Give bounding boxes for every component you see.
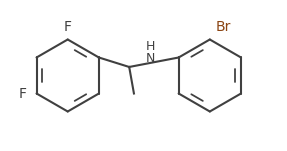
Text: F: F bbox=[64, 20, 72, 34]
Text: H
N: H N bbox=[146, 40, 155, 65]
Text: F: F bbox=[19, 87, 27, 101]
Text: Br: Br bbox=[216, 20, 231, 34]
